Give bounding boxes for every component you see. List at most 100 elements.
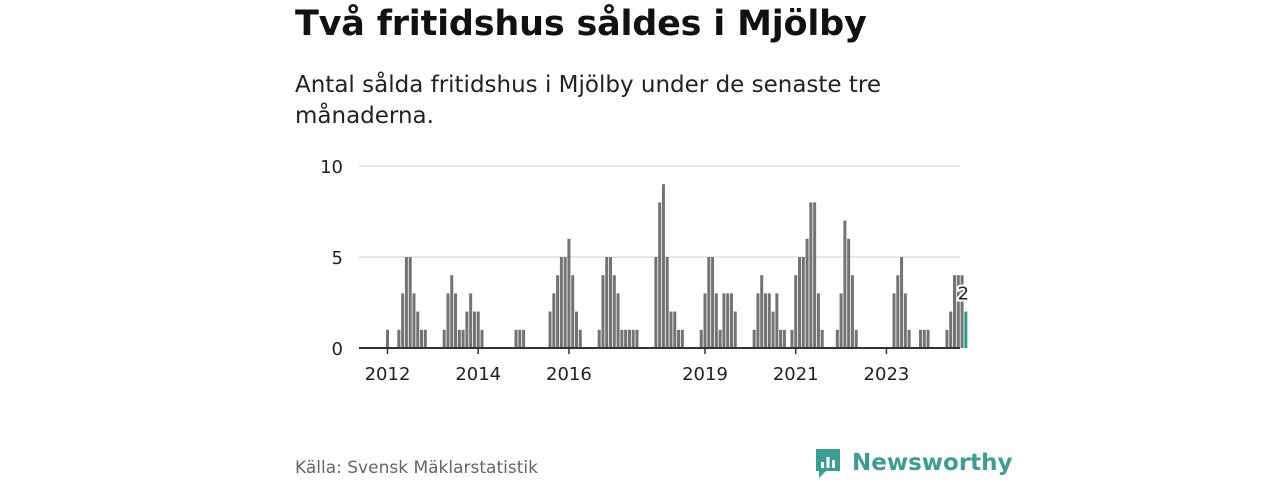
- bar: [518, 329, 522, 348]
- bar: [397, 329, 401, 348]
- bar: [408, 257, 412, 348]
- bar: [839, 293, 843, 348]
- chart-title: Två fritidshus såldes i Mjölby: [295, 4, 867, 44]
- bar: [790, 329, 794, 348]
- bar: [575, 311, 578, 348]
- bar: [964, 311, 968, 348]
- bar: [900, 257, 904, 348]
- bar: [707, 257, 711, 348]
- bar: [896, 275, 900, 348]
- bar: [416, 311, 420, 348]
- bar: [760, 275, 764, 348]
- bar: [733, 311, 737, 348]
- bar: [620, 329, 624, 348]
- y-tick-label: 10: [320, 157, 343, 178]
- bar: [794, 275, 798, 348]
- x-tick-label: 2012: [365, 364, 411, 385]
- bar: [722, 293, 726, 348]
- bar: [571, 275, 575, 348]
- bar-chart: 0 5 10 2012 2014 2016 2019 2021 2023 2: [320, 157, 971, 385]
- bar: [949, 311, 953, 348]
- bar: [767, 293, 771, 348]
- bar: [654, 257, 658, 348]
- x-tick-label: 2019: [682, 364, 728, 385]
- bar: [401, 293, 405, 348]
- bar: [809, 202, 813, 348]
- bar: [469, 293, 473, 348]
- bar: [601, 275, 605, 348]
- bar: [386, 329, 389, 348]
- bar: [805, 238, 809, 348]
- bar: [756, 293, 760, 348]
- bar: [635, 329, 639, 348]
- bar: [775, 293, 779, 348]
- bar: [465, 311, 469, 348]
- bar: [442, 329, 446, 348]
- bar: [457, 329, 461, 348]
- bar: [813, 202, 817, 348]
- bar: [404, 257, 408, 348]
- bar: [454, 293, 458, 348]
- bar: [922, 329, 926, 348]
- bar: [918, 329, 922, 348]
- bar: [472, 311, 476, 348]
- bar: [567, 238, 571, 348]
- bar: [711, 257, 715, 348]
- x-tick-label: 2023: [864, 364, 910, 385]
- y-tick-label: 0: [332, 339, 343, 360]
- x-tick-label: 2021: [773, 364, 819, 385]
- y-tick-label: 5: [332, 248, 343, 269]
- bar: [782, 329, 786, 348]
- bar: [903, 293, 907, 348]
- bar: [673, 311, 677, 348]
- bar: [854, 329, 858, 348]
- brand-name: Newsworthy: [852, 450, 1013, 476]
- source-note: Källa: Svensk Mäklarstatistik: [295, 458, 538, 478]
- newsworthy-logo-icon: [816, 449, 840, 478]
- bar: [820, 329, 824, 348]
- bar: [480, 329, 484, 348]
- x-tick-label: 2016: [546, 364, 592, 385]
- bar: [945, 329, 949, 348]
- bar: [892, 293, 896, 348]
- bars: [386, 184, 968, 348]
- bar: [605, 257, 609, 348]
- bar: [801, 257, 805, 348]
- x-tick-label: 2014: [455, 364, 501, 385]
- bar: [412, 293, 416, 348]
- bar: [926, 329, 930, 348]
- bar: [665, 257, 669, 348]
- bar: [680, 329, 684, 348]
- bar: [612, 275, 616, 348]
- bar: [658, 202, 662, 348]
- bar: [714, 293, 718, 348]
- bar: [729, 293, 733, 348]
- bar: [816, 293, 820, 348]
- bar: [850, 275, 854, 348]
- highlight-value-label: 2: [958, 284, 969, 305]
- y-axis-ticks: 0 5 10: [320, 157, 343, 360]
- bar: [446, 293, 450, 348]
- bar: [843, 220, 847, 348]
- bar: [420, 329, 424, 348]
- bar: [450, 275, 454, 348]
- brand-logo[interactable]: Newsworthy: [814, 447, 1013, 479]
- bar: [764, 293, 767, 348]
- bar: [552, 293, 556, 348]
- bar: [624, 329, 628, 348]
- bar: [522, 329, 526, 348]
- bar: [956, 275, 960, 348]
- bar: [835, 329, 839, 348]
- bar: [771, 311, 775, 348]
- bar: [476, 311, 480, 348]
- bar: [752, 329, 756, 348]
- bar: [669, 311, 673, 348]
- bar: [703, 293, 707, 348]
- bar: [461, 329, 465, 348]
- bar: [798, 257, 802, 348]
- bar: [578, 329, 582, 348]
- bar: [627, 329, 631, 348]
- bar: [779, 329, 783, 348]
- bar: [631, 329, 635, 348]
- bar: [677, 329, 681, 348]
